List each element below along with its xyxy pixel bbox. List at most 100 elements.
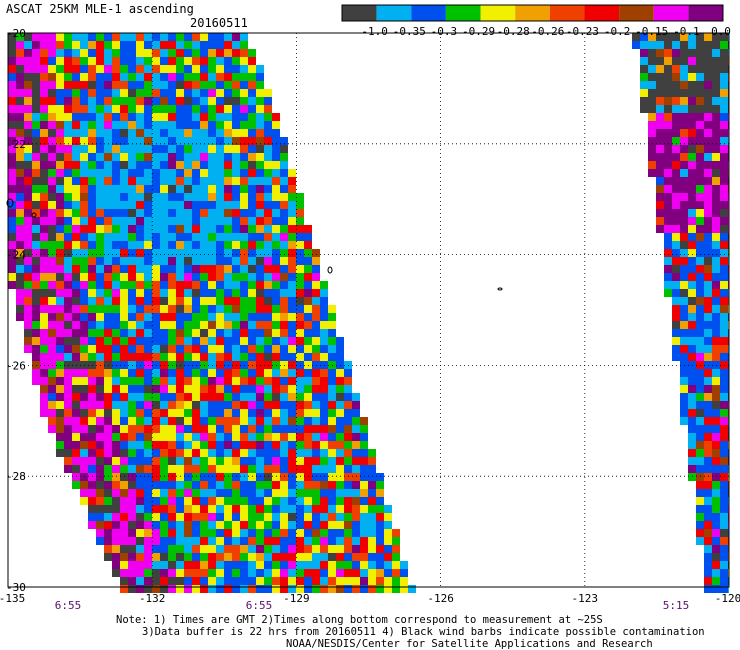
swath-cell [720, 273, 728, 281]
swath-cell [56, 193, 64, 201]
swath-cell [280, 265, 288, 273]
swath-cell [16, 41, 24, 49]
swath-cell [696, 185, 704, 193]
swath-cell [688, 169, 696, 177]
swath-cell [40, 353, 48, 361]
swath-cell [48, 329, 56, 337]
swath-cell [680, 305, 688, 313]
swath-cell [144, 553, 152, 561]
swath-cell [72, 305, 80, 313]
swath-cell [64, 353, 72, 361]
swath-cell [48, 217, 56, 225]
swath-cell [240, 337, 248, 345]
swath-cell [720, 505, 728, 513]
swath-cell [672, 185, 680, 193]
swath-cell [680, 161, 688, 169]
swath-cell [200, 97, 208, 105]
swath-cell [368, 505, 376, 513]
swath-cell [96, 513, 104, 521]
swath-cell [8, 217, 16, 225]
swath-cell [24, 321, 32, 329]
swath-cell [176, 465, 184, 473]
swath-cell [208, 185, 216, 193]
swath-cell [56, 257, 64, 265]
swath-cell [288, 465, 296, 473]
swath-cell [72, 265, 80, 273]
swath-cell [72, 49, 80, 57]
swath-cell [104, 553, 112, 561]
swath-cell [720, 105, 728, 113]
swath-cell [80, 33, 88, 41]
swath-cell [256, 529, 264, 537]
swath-cell [296, 265, 304, 273]
swath-cell [312, 377, 320, 385]
swath-cell [704, 185, 712, 193]
swath-cell [312, 497, 320, 505]
swath-cell [40, 177, 48, 185]
swath-cell [352, 497, 360, 505]
swath-cell [56, 241, 64, 249]
swath-cell [248, 449, 256, 457]
swath-cell [168, 185, 176, 193]
swath-cell [120, 401, 128, 409]
swath-cell [208, 441, 216, 449]
swath-cell [128, 393, 136, 401]
swath-cell [136, 521, 144, 529]
swath-cell [200, 217, 208, 225]
swath-cell [64, 217, 72, 225]
swath-cell [232, 177, 240, 185]
swath-cell [232, 113, 240, 121]
swath-cell [328, 329, 336, 337]
swath-cell [360, 433, 368, 441]
swath-cell [168, 481, 176, 489]
swath-cell [712, 385, 720, 393]
swath-cell [16, 233, 24, 241]
swath-cell [664, 249, 672, 257]
swath-cell [40, 121, 48, 129]
swath-cell [32, 249, 40, 257]
swath-cell [208, 97, 216, 105]
swath-cell [160, 385, 168, 393]
swath-cell [208, 65, 216, 73]
swath-cell [112, 289, 120, 297]
swath-cell [248, 337, 256, 345]
swath-cell [136, 49, 144, 57]
swath-cell [32, 129, 40, 137]
swath-cell [296, 481, 304, 489]
colorbar-swatch [584, 5, 620, 21]
swath-cell [328, 585, 336, 593]
swath-cell [696, 449, 704, 457]
swath-cell [80, 337, 88, 345]
swath-cell [200, 209, 208, 217]
swath-cell [200, 153, 208, 161]
swath-cell [688, 353, 696, 361]
swath-cell [360, 577, 368, 585]
swath-cell [200, 113, 208, 121]
swath-cell [64, 249, 72, 257]
swath-cell [680, 113, 688, 121]
swath-cell [120, 73, 128, 81]
swath-cell [184, 273, 192, 281]
swath-cell [104, 505, 112, 513]
swath-cell [272, 185, 280, 193]
swath-cell [72, 249, 80, 257]
swath-cell [240, 481, 248, 489]
swath-cell [688, 129, 696, 137]
swath-cell [240, 73, 248, 81]
swath-cell [128, 217, 136, 225]
swath-cell [120, 553, 128, 561]
swath-cell [184, 345, 192, 353]
island-outline [31, 212, 37, 218]
swath-cell [704, 553, 712, 561]
swath-cell [320, 313, 328, 321]
swath-cell [48, 105, 56, 113]
swath-cell [96, 465, 104, 473]
swath-cell [56, 41, 64, 49]
swath-cell [160, 81, 168, 89]
swath-cell [304, 417, 312, 425]
swath-cell [200, 433, 208, 441]
swath-cell [240, 489, 248, 497]
swath-cell [704, 441, 712, 449]
swath-cell [216, 185, 224, 193]
